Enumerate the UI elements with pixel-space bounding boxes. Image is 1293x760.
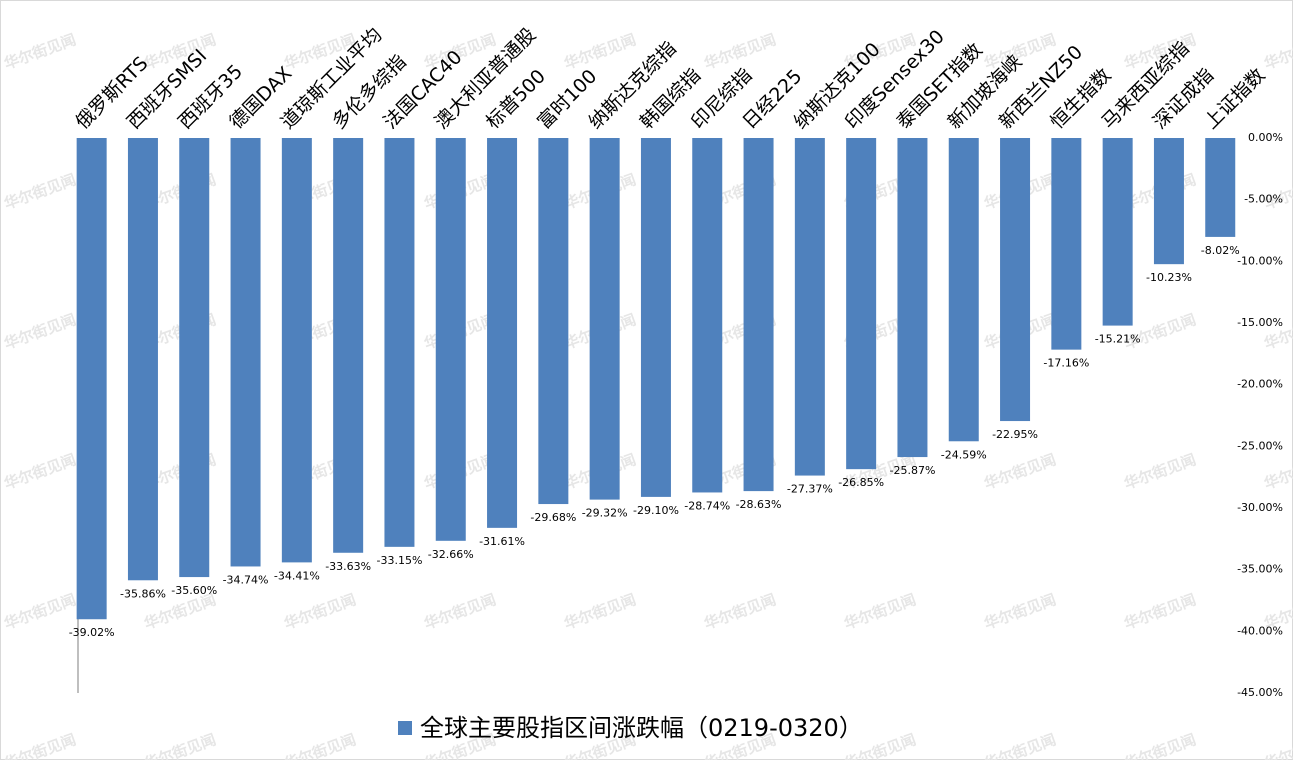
bar	[435, 138, 466, 541]
y-tick-label: -35.00%	[1237, 563, 1283, 576]
value-label: -29.32%	[582, 507, 628, 520]
value-label: -22.95%	[992, 428, 1038, 441]
y-tick-label: -15.00%	[1237, 316, 1283, 329]
value-label: -15.21%	[1095, 333, 1141, 346]
bar	[179, 138, 210, 578]
bar	[692, 138, 723, 493]
bar	[743, 138, 774, 492]
value-label: -29.10%	[633, 504, 679, 517]
bar	[384, 138, 415, 547]
bar	[1205, 138, 1236, 237]
y-tick-label: -10.00%	[1237, 254, 1283, 267]
bar	[589, 138, 620, 500]
value-label: -29.68%	[530, 511, 576, 524]
bar	[1051, 138, 1082, 350]
value-label: -34.41%	[274, 569, 320, 582]
bar	[487, 138, 518, 528]
y-tick-label: 0.00%	[1248, 131, 1283, 144]
value-label: -39.02%	[69, 626, 115, 639]
value-label: -27.37%	[787, 483, 833, 496]
bar	[538, 138, 569, 505]
bar	[281, 138, 312, 563]
value-label: -25.87%	[889, 464, 935, 477]
y-tick-label: -30.00%	[1237, 501, 1283, 514]
bar	[1153, 138, 1184, 265]
bar	[333, 138, 364, 553]
value-label: -10.23%	[1146, 271, 1192, 284]
y-tick-label: -5.00%	[1244, 193, 1283, 206]
value-label: -35.60%	[171, 584, 217, 597]
y-tick-label: -25.00%	[1237, 439, 1283, 452]
value-label: -28.74%	[684, 499, 730, 512]
bar	[127, 138, 158, 581]
bar	[948, 138, 979, 442]
value-label: -33.15%	[376, 554, 422, 567]
bar	[1102, 138, 1133, 326]
value-label: -35.86%	[120, 587, 166, 600]
value-label: -32.66%	[428, 548, 474, 561]
value-label: -24.59%	[941, 448, 987, 461]
bar	[640, 138, 671, 497]
bar	[794, 138, 825, 476]
value-label: -26.85%	[838, 476, 884, 489]
value-label: -31.61%	[479, 535, 525, 548]
value-label: -17.16%	[1043, 357, 1089, 370]
value-label: -8.02%	[1201, 244, 1240, 257]
bar	[76, 138, 107, 620]
y-tick-label: -45.00%	[1237, 686, 1283, 699]
bar	[846, 138, 877, 470]
value-label: -33.63%	[325, 560, 371, 573]
y-tick-label: -40.00%	[1237, 624, 1283, 637]
bar	[1000, 138, 1031, 422]
bar	[897, 138, 928, 458]
bar	[230, 138, 261, 567]
value-label: -34.74%	[223, 573, 269, 586]
value-label: -28.63%	[736, 498, 782, 511]
legend-label: 全球主要股指区间涨跌幅（0219-0320）	[420, 714, 863, 742]
y-tick-label: -20.00%	[1237, 378, 1283, 391]
legend-swatch	[398, 721, 412, 735]
